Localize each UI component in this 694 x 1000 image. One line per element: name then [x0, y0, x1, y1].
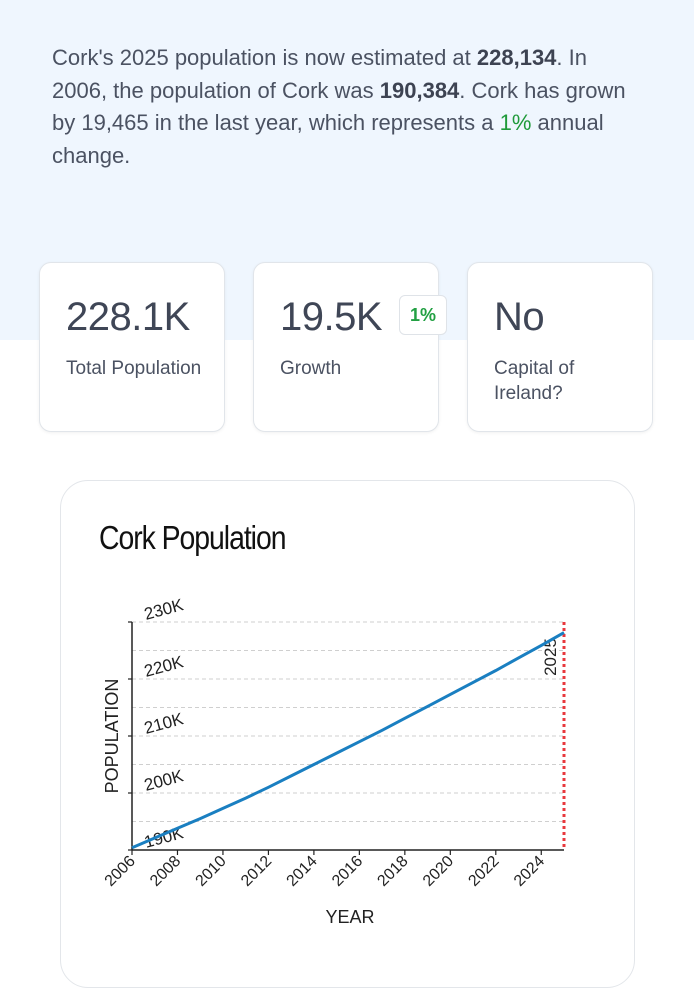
stat-label: Total Population: [66, 358, 202, 379]
intro-pop-2006: 190,384: [379, 77, 460, 103]
intro-text: . In 2006, the population of Cork was: [52, 45, 587, 103]
x-tick-label: 2022: [465, 853, 502, 890]
population-series-line: [131, 631, 565, 850]
stat-card-capital: No Capital of Ireland?: [467, 262, 653, 432]
x-tick-label: 2006: [102, 853, 139, 890]
intro-text: . Cork has grown by 19,465 in the last y…: [52, 77, 626, 136]
x-tick-label: 2020: [420, 853, 457, 890]
intro-growth-percent: 1%: [499, 110, 532, 135]
y-tick-label: 200K: [142, 766, 186, 795]
chart-card: Cork Population 190K 200K 210K 220K 230K 2006…: [60, 480, 635, 988]
x-tick-label: 2024: [511, 853, 548, 890]
x-tick-label: 2012: [238, 853, 275, 890]
y-tick-label: 230K: [142, 595, 186, 624]
x-tick-label: 2018: [374, 853, 411, 890]
y-tick-label: 220K: [142, 652, 186, 681]
stat-value: No: [494, 295, 545, 339]
marker-label: 2025: [541, 638, 560, 676]
x-tick-label: 2016: [329, 853, 366, 890]
growth-badge: 1%: [399, 295, 447, 335]
stat-card-growth: 19.5K 1% Growth: [253, 262, 447, 432]
intro-text: annual change.: [52, 110, 604, 168]
x-tick-label: 2008: [147, 853, 184, 890]
x-tick-label: 2014: [284, 853, 321, 890]
stat-value: 19.5K: [280, 295, 383, 339]
y-axis-title: POPULATION: [102, 679, 122, 794]
stat-card-total-population: 228.1K Total Population: [39, 262, 225, 432]
stat-label: Growth: [280, 358, 342, 379]
chart-title: Cork Population: [99, 519, 286, 556]
x-axis-title: YEAR: [325, 907, 374, 927]
x-tick-label: 2010: [193, 853, 230, 890]
stat-label: Capital of Ireland?: [494, 358, 575, 404]
stat-value: 228.1K: [66, 295, 190, 339]
y-tick-label: 210K: [142, 709, 186, 738]
intro-text: Cork's 2025 population is now estimated …: [52, 45, 477, 70]
intro-paragraph: Cork's 2025 population is now estimated …: [52, 42, 642, 172]
intro-pop-2025: 228,134: [476, 45, 557, 70]
